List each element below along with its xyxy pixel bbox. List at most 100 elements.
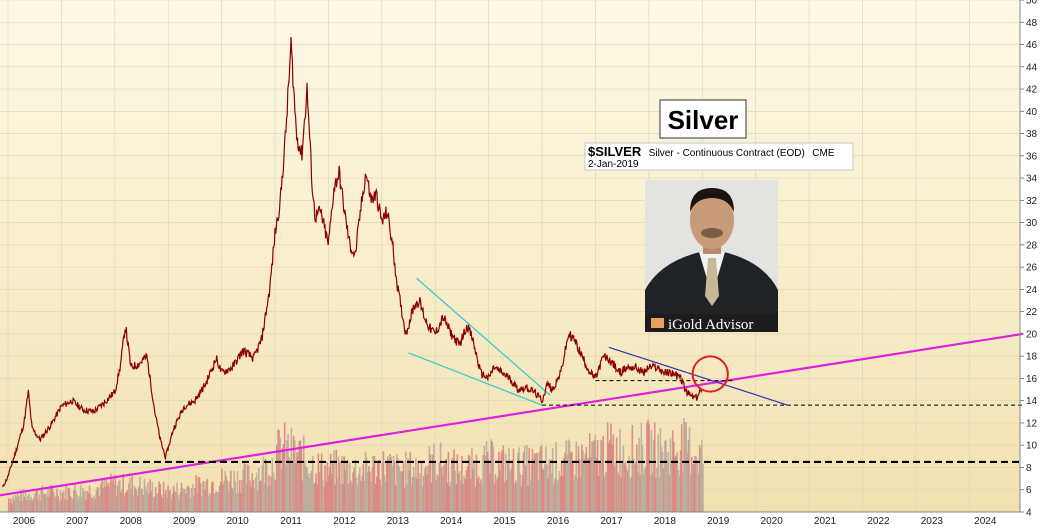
- volume-bar: [566, 454, 569, 512]
- volume-bar: [61, 492, 64, 512]
- volume-bar: [46, 496, 48, 512]
- volume-bar: [471, 447, 473, 512]
- volume-bar: [669, 438, 672, 512]
- volume-bar: [327, 475, 330, 512]
- volume-bar: [544, 464, 546, 512]
- volume-bar: [10, 498, 12, 512]
- volume-bar: [265, 461, 268, 512]
- volume-bar: [264, 458, 267, 512]
- volume-bar: [253, 488, 256, 512]
- volume-bar: [692, 463, 694, 512]
- gold-bar-icon: [651, 318, 664, 328]
- volume-bar: [498, 451, 500, 512]
- volume-bar: [380, 486, 382, 512]
- volume-bar: [322, 479, 324, 512]
- volume-bar: [455, 484, 458, 512]
- volume-bar: [384, 481, 387, 512]
- volume-bar: [623, 464, 626, 512]
- volume-bar: [341, 456, 343, 512]
- volume-bar: [33, 494, 36, 512]
- volume-bar: [445, 458, 447, 512]
- volume-bar: [188, 487, 191, 512]
- annotation-line: [416, 277, 551, 396]
- volume-bar: [246, 464, 249, 512]
- volume-bar: [612, 434, 615, 512]
- volume-bar: [138, 487, 140, 512]
- volume-bar: [533, 453, 536, 512]
- volume-bar: [186, 486, 188, 512]
- volume-bar: [365, 456, 368, 512]
- volume-bar: [513, 483, 516, 512]
- volume-bar: [42, 494, 45, 512]
- volume-bar: [75, 490, 77, 512]
- y-tick-label: 18: [1026, 352, 1038, 363]
- volume-bar: [379, 479, 381, 512]
- volume-bar: [78, 495, 81, 512]
- volume-bar: [563, 458, 565, 512]
- volume-bar: [206, 478, 209, 512]
- volume-bar: [79, 484, 82, 512]
- volume-bar: [586, 457, 589, 512]
- volume-bar: [210, 482, 213, 512]
- volume-bar: [449, 481, 452, 512]
- volume-bar: [172, 485, 175, 512]
- volume-bar: [452, 457, 454, 512]
- volume-bar: [353, 467, 356, 512]
- volume-bar: [531, 448, 534, 512]
- chart-date: 2-Jan-2019: [588, 159, 639, 170]
- volume-bar: [547, 478, 550, 512]
- volume-bar: [108, 487, 111, 512]
- volume-bar: [310, 470, 313, 512]
- volume-bar: [559, 476, 562, 512]
- volume-bar: [655, 477, 657, 512]
- volume-bar: [576, 478, 579, 512]
- symbol-description: Silver - Continuous Contract (EOD): [649, 148, 805, 159]
- volume-bar: [509, 470, 511, 512]
- volume-bar: [27, 495, 29, 512]
- volume-bar: [248, 465, 250, 512]
- volume-bar: [521, 475, 524, 512]
- volume-bar: [683, 418, 685, 512]
- volume-bar: [553, 484, 555, 512]
- volume-bar: [555, 441, 557, 512]
- volume-bar: [279, 437, 282, 512]
- volume-bar: [474, 486, 477, 512]
- volume-bar: [338, 461, 341, 512]
- volume-bar: [421, 486, 424, 512]
- volume-bar: [287, 434, 289, 512]
- volume-bar: [622, 445, 625, 512]
- volume-bar: [504, 453, 507, 512]
- volume-bar: [126, 490, 129, 512]
- volume-bar: [371, 467, 373, 512]
- volume-bar: [252, 480, 255, 512]
- volume-bar: [394, 485, 397, 512]
- volume-bar: [448, 485, 451, 512]
- volume-bar: [507, 463, 509, 512]
- volume-bar: [485, 440, 488, 512]
- volume-bar: [36, 489, 38, 512]
- volume-bar: [60, 499, 63, 512]
- trend-lines: [0, 277, 1023, 497]
- volume-bar: [428, 446, 431, 512]
- volume-bar: [530, 464, 533, 512]
- volume-bar: [477, 476, 480, 512]
- volume-bar: [636, 444, 638, 512]
- volume-bar: [599, 461, 601, 512]
- volume-bar: [479, 483, 481, 512]
- volume-bar: [65, 484, 67, 512]
- volume-bar: [548, 459, 551, 512]
- volume-bar: [278, 430, 280, 512]
- volume-bar: [606, 422, 609, 512]
- volume-bar: [620, 477, 622, 512]
- volume-bar: [438, 462, 441, 512]
- volume-bar: [336, 477, 339, 512]
- volume-bar: [350, 480, 352, 512]
- volume-bar: [30, 496, 33, 512]
- volume-bar: [641, 445, 644, 512]
- volume-bar: [117, 480, 120, 512]
- volume-bar: [666, 460, 668, 512]
- volume-bar: [242, 469, 244, 512]
- volume-bar: [632, 458, 635, 512]
- volume-bar: [685, 422, 687, 512]
- volume-bar: [439, 442, 442, 512]
